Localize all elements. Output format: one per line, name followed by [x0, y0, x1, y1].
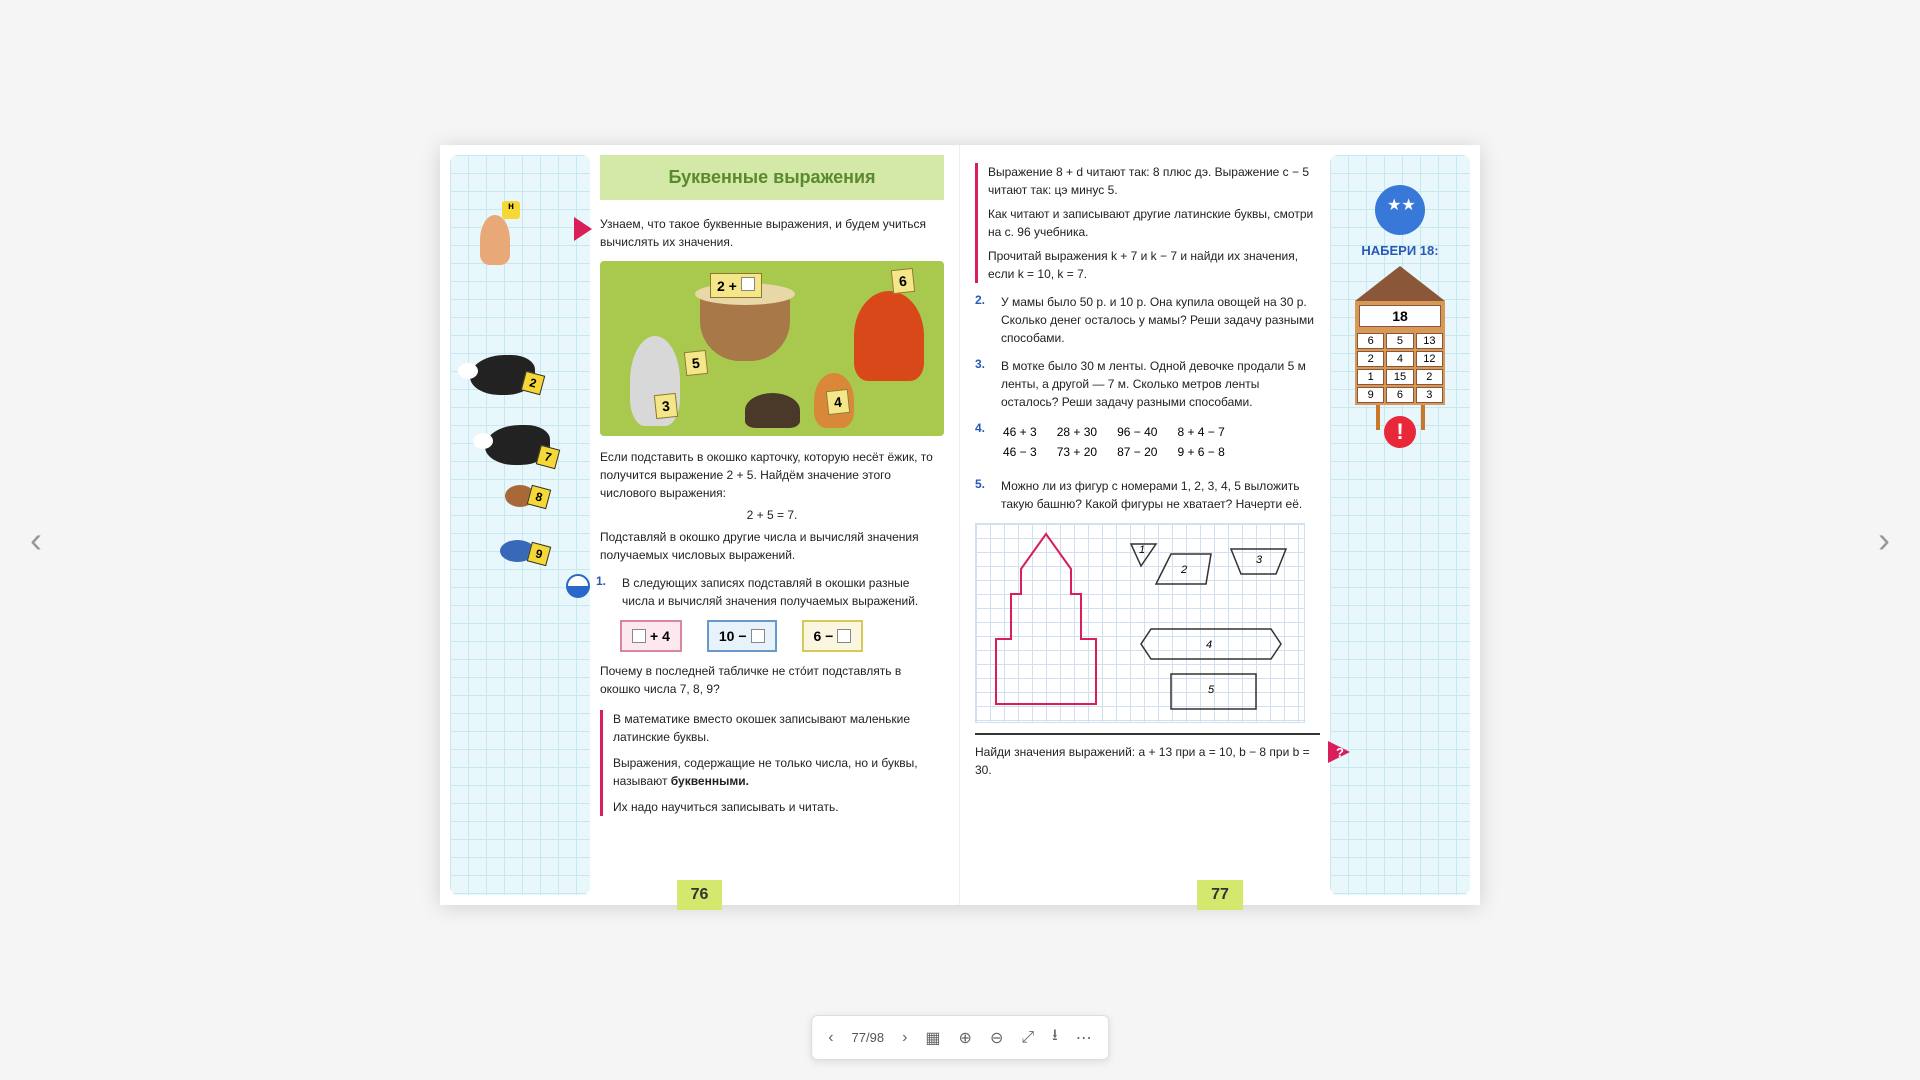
character-icon: н — [480, 215, 510, 265]
task-4: 4. 46 + 328 + 3096 − 408 + 4 − 746 − 373… — [975, 421, 1320, 473]
page-right: ★★ НАБЕРИ 18: 18 651324121152963 ! Выраж… — [960, 145, 1480, 905]
viewer-toolbar: ‹ 77/98 › ▦ ⊕ ⊖ ⤢ ⭳ ⋯ — [811, 1015, 1109, 1060]
prev-page-arrow[interactable]: ‹ — [10, 499, 62, 581]
bird-icon-2: 7 — [485, 425, 550, 465]
page-number-right: 77 — [1197, 880, 1243, 910]
number-house: 18 651324121152963 — [1355, 266, 1445, 396]
red-triangle-marker — [574, 217, 592, 241]
shapes-diagram: 1 2 3 4 5 — [975, 523, 1305, 723]
fullscreen-icon[interactable]: ⤢ — [1021, 1029, 1034, 1047]
paragraph-3: Почему в последней табличке не сто́ит по… — [600, 662, 944, 698]
download-icon[interactable]: ⭳ — [1052, 1024, 1058, 1051]
task-3: 3. В мотке было 30 м ленты. Одной девочк… — [975, 357, 1320, 411]
page-number-left: 76 — [677, 880, 723, 910]
expr-box-pink: + 4 — [620, 620, 682, 652]
toolbar-prev-icon[interactable]: ‹ — [828, 1029, 833, 1047]
expr-box-blue: 10 − — [707, 620, 777, 652]
intro-text: Узнаем, что такое буквенные выражения, и… — [600, 215, 944, 251]
paragraph-2: Подставляй в окошко другие числа и вычис… — [600, 528, 944, 564]
naberi-label: НАБЕРИ 18: — [1330, 243, 1470, 258]
zoom-in-icon[interactable]: ⊕ — [959, 1028, 972, 1048]
expression-1: 2 + 5 = 7. — [600, 506, 944, 524]
left-content: Буквенные выражения Узнаем, что такое бу… — [600, 155, 944, 895]
animals-illustration: 2 + 6 5 3 4 — [600, 261, 944, 436]
toolbar-next-icon[interactable]: › — [902, 1029, 907, 1047]
globe-icon — [566, 574, 590, 598]
margin-right-content: ★★ НАБЕРИ 18: 18 651324121152963 ! — [1330, 155, 1470, 448]
page-spread: н 2 7 8 9 Буквенные выражения Узнаем, чт… — [440, 145, 1480, 905]
next-page-arrow[interactable]: › — [1858, 499, 1910, 581]
more-icon[interactable]: ⋯ — [1076, 1028, 1092, 1048]
thumbnails-icon[interactable]: ▦ — [925, 1028, 940, 1048]
bottom-task: Найди значения выражений: a + 13 при a =… — [975, 733, 1320, 779]
task-5: 5. Можно ли из фигур с номерами 1, 2, 3,… — [975, 477, 1320, 513]
zoom-out-icon[interactable]: ⊖ — [990, 1028, 1003, 1048]
page-left: н 2 7 8 9 Буквенные выражения Узнаем, чт… — [440, 145, 960, 905]
bird-icon-3: 8 — [505, 485, 535, 507]
book-viewer: ‹ › н 2 7 8 9 Буквенные выражения Узнае — [0, 0, 1920, 1080]
right-content: Выражение 8 + d читают так: 8 плюс дэ. В… — [975, 155, 1320, 895]
expr-box-yellow: 6 − — [802, 620, 864, 652]
left-margin-grid: н 2 7 8 9 — [450, 155, 590, 895]
paragraph-1: Если подставить в окошко карточку, котор… — [600, 448, 944, 502]
bird-icon-1: 2 — [470, 355, 535, 395]
definition-box: В математике вместо окошек записывают ма… — [600, 710, 944, 816]
right-margin-grid: ★★ НАБЕРИ 18: 18 651324121152963 ! — [1330, 155, 1470, 895]
chapter-title: Буквенные выражения — [600, 155, 944, 200]
star-badge: ★★ — [1375, 185, 1425, 235]
bird-icon-4: 9 — [500, 540, 535, 562]
reading-rules: Выражение 8 + d читают так: 8 плюс дэ. В… — [975, 163, 1320, 283]
page-indicator: 77/98 — [852, 1030, 885, 1045]
expression-boxes: + 4 10 − 6 − — [620, 620, 944, 652]
task-2: 2. У мамы было 50 р. и 10 р. Она купила … — [975, 293, 1320, 347]
task-1: 1. В следующих записях подставляй в окош… — [600, 574, 944, 610]
